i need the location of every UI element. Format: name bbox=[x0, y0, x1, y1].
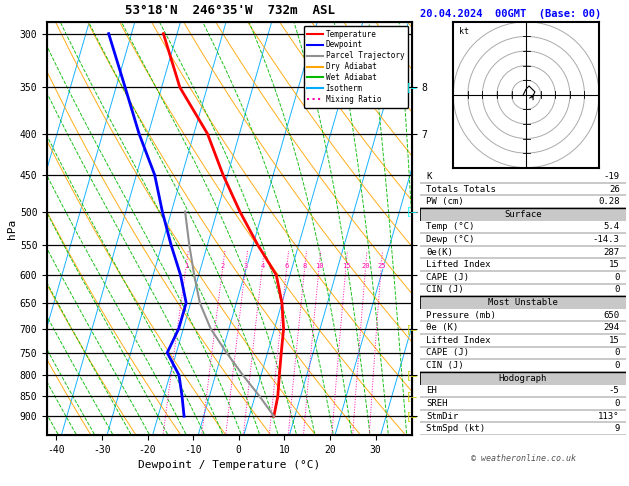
Text: Dewp (°C): Dewp (°C) bbox=[426, 235, 475, 244]
Text: StmDir: StmDir bbox=[426, 412, 459, 420]
Text: kt: kt bbox=[459, 27, 469, 35]
Text: [—: [— bbox=[405, 370, 417, 380]
Bar bbox=[420, 195, 626, 208]
Bar bbox=[420, 296, 626, 309]
Legend: Temperature, Dewpoint, Parcel Trajectory, Dry Adiabat, Wet Adiabat, Isotherm, Mi: Temperature, Dewpoint, Parcel Trajectory… bbox=[304, 26, 408, 108]
Y-axis label: km
ASL: km ASL bbox=[429, 220, 450, 237]
Text: [—: [— bbox=[405, 82, 417, 92]
Text: SREH: SREH bbox=[426, 399, 448, 408]
Bar bbox=[420, 284, 626, 296]
Text: EH: EH bbox=[426, 386, 437, 395]
Text: 8: 8 bbox=[303, 263, 307, 269]
Text: 294: 294 bbox=[604, 323, 620, 332]
Y-axis label: hPa: hPa bbox=[7, 218, 17, 239]
Bar bbox=[420, 271, 626, 284]
Text: 1: 1 bbox=[184, 263, 188, 269]
Text: 15: 15 bbox=[342, 263, 350, 269]
Text: 26: 26 bbox=[609, 185, 620, 193]
Bar bbox=[420, 221, 626, 233]
Bar bbox=[420, 384, 626, 397]
Text: 20.04.2024  00GMT  (Base: 00): 20.04.2024 00GMT (Base: 00) bbox=[420, 9, 601, 19]
Text: 53°18'N  246°35'W  732m  ASL: 53°18'N 246°35'W 732m ASL bbox=[125, 4, 335, 17]
Text: -19: -19 bbox=[604, 172, 620, 181]
Text: StmSpd (kt): StmSpd (kt) bbox=[426, 424, 486, 433]
Text: θe(K): θe(K) bbox=[426, 247, 454, 257]
Text: CAPE (J): CAPE (J) bbox=[426, 273, 469, 282]
Text: [—: [— bbox=[405, 391, 417, 401]
Bar bbox=[420, 233, 626, 246]
Text: CAPE (J): CAPE (J) bbox=[426, 348, 469, 358]
Text: Pressure (mb): Pressure (mb) bbox=[426, 311, 496, 320]
Text: -5: -5 bbox=[609, 386, 620, 395]
Text: 3: 3 bbox=[243, 263, 248, 269]
Text: 25: 25 bbox=[377, 263, 386, 269]
Text: 2: 2 bbox=[221, 263, 225, 269]
Text: [—: [— bbox=[405, 324, 417, 334]
Bar bbox=[420, 410, 626, 422]
Text: 5.4: 5.4 bbox=[604, 223, 620, 231]
X-axis label: Dewpoint / Temperature (°C): Dewpoint / Temperature (°C) bbox=[138, 460, 321, 470]
Text: Most Unstable: Most Unstable bbox=[488, 298, 558, 307]
Text: 0: 0 bbox=[615, 399, 620, 408]
Text: 0: 0 bbox=[615, 348, 620, 358]
Text: CIN (J): CIN (J) bbox=[426, 285, 464, 295]
Text: PW (cm): PW (cm) bbox=[426, 197, 464, 206]
Text: 4: 4 bbox=[260, 263, 265, 269]
Text: 10: 10 bbox=[315, 263, 323, 269]
Text: 0: 0 bbox=[615, 361, 620, 370]
Text: 0.28: 0.28 bbox=[598, 197, 620, 206]
Bar bbox=[420, 422, 626, 435]
Text: 9: 9 bbox=[615, 424, 620, 433]
Text: 650: 650 bbox=[604, 311, 620, 320]
Bar bbox=[420, 259, 626, 271]
Text: 20: 20 bbox=[362, 263, 370, 269]
Text: Lifted Index: Lifted Index bbox=[426, 336, 491, 345]
Text: K: K bbox=[426, 172, 431, 181]
Bar bbox=[420, 347, 626, 359]
Text: Hodograph: Hodograph bbox=[499, 374, 547, 382]
Text: 0: 0 bbox=[615, 273, 620, 282]
Bar bbox=[420, 321, 626, 334]
Text: Temp (°C): Temp (°C) bbox=[426, 223, 475, 231]
Bar bbox=[420, 309, 626, 321]
Bar bbox=[420, 372, 626, 384]
Text: [—: [— bbox=[405, 411, 417, 421]
Text: Surface: Surface bbox=[504, 210, 542, 219]
Text: 113°: 113° bbox=[598, 412, 620, 420]
Bar bbox=[420, 334, 626, 347]
Text: -14.3: -14.3 bbox=[593, 235, 620, 244]
Bar bbox=[420, 208, 626, 221]
Text: CIN (J): CIN (J) bbox=[426, 361, 464, 370]
Text: [—: [— bbox=[405, 207, 417, 217]
Text: 0: 0 bbox=[615, 285, 620, 295]
Bar bbox=[420, 170, 626, 183]
Text: Lifted Index: Lifted Index bbox=[426, 260, 491, 269]
Text: θe (K): θe (K) bbox=[426, 323, 459, 332]
Text: Totals Totals: Totals Totals bbox=[426, 185, 496, 193]
Bar bbox=[420, 397, 626, 410]
Text: 15: 15 bbox=[609, 260, 620, 269]
Text: 15: 15 bbox=[609, 336, 620, 345]
Text: 287: 287 bbox=[604, 247, 620, 257]
Text: 6: 6 bbox=[285, 263, 289, 269]
Text: © weatheronline.co.uk: © weatheronline.co.uk bbox=[470, 454, 576, 464]
Bar bbox=[420, 246, 626, 259]
Bar bbox=[420, 183, 626, 195]
Bar bbox=[420, 359, 626, 372]
